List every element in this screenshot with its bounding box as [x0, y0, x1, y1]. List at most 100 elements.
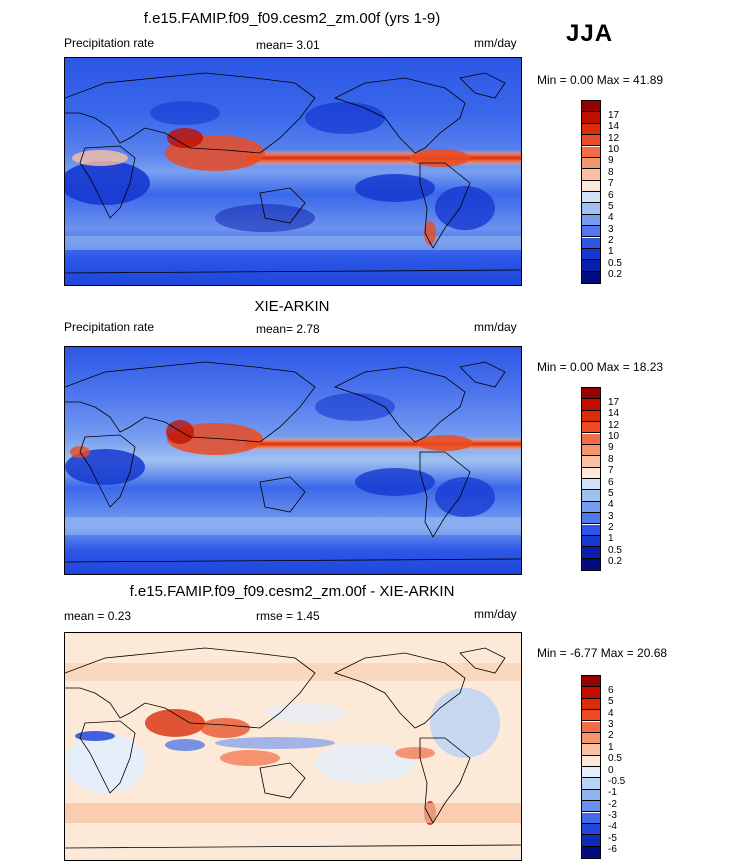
colorbar-swatch: [582, 388, 600, 400]
panel-1-right-label: mm/day: [474, 36, 517, 50]
colorbar-tick-label: 6: [608, 685, 614, 696]
colorbar-tick-label: 3: [608, 224, 614, 235]
panel-2-right-label: mm/day: [474, 320, 517, 334]
colorbar-swatch: [582, 192, 600, 204]
colorbar-swatch: [582, 123, 600, 136]
colorbar-swatch: [582, 835, 600, 847]
colorbar-swatch: [582, 812, 600, 824]
panel-3-map-svg: [65, 633, 521, 860]
colorbar-tick-label: 8: [608, 167, 614, 178]
colorbar-tick-label: 6: [608, 477, 614, 488]
colorbar-swatch: [582, 535, 600, 548]
colorbar-swatch: [582, 260, 600, 272]
colorbar-tick-label: -2: [608, 799, 617, 810]
colorbar-swatch: [582, 801, 600, 813]
panel-1-title: f.e15.FAMIP.f09_f09.cesm2_zm.00f (yrs 1-…: [143, 10, 441, 27]
colorbar-tick-label: 1: [608, 533, 614, 544]
colorbar-swatch: [582, 203, 600, 215]
colorbar-swatch: [582, 710, 600, 722]
panel-2-title: XIE-ARKIN: [254, 298, 330, 315]
colorbar-tick-label: 10: [608, 431, 620, 442]
colorbar-swatch: [582, 433, 600, 445]
colorbar-swatch: [582, 226, 600, 238]
panel-1-left-label: Precipitation rate: [64, 36, 155, 50]
colorbar-tick-label: 4: [608, 499, 614, 510]
colorbar-swatch: [582, 157, 600, 170]
colorbar-tick-label: -0.5: [608, 776, 626, 787]
colorbar-tick-label: 8: [608, 454, 614, 465]
colorbar-tick-label: 5: [608, 201, 614, 212]
colorbar-tick-label: 7: [608, 178, 614, 189]
colorbar-tick-label: 17: [608, 397, 620, 408]
panel-1-colorbar: [581, 100, 601, 284]
colorbar-swatch: [582, 444, 600, 457]
colorbar-tick-label: 9: [608, 155, 614, 166]
colorbar-swatch: [582, 846, 600, 858]
panel-3-right-label: mm/day: [474, 607, 517, 621]
colorbar-tick-label: 1: [608, 246, 614, 257]
colorbar-swatch: [582, 422, 600, 434]
colorbar-tick-label: 14: [608, 408, 620, 419]
colorbar-swatch: [582, 513, 600, 525]
colorbar-swatch: [582, 479, 600, 491]
colorbar-tick-label: 0.5: [608, 545, 622, 556]
panel-3-minmax: Min = -6.77 Max = 20.68: [537, 646, 668, 660]
panel-2-colorbar: [581, 387, 601, 571]
season-label: JJA: [566, 20, 614, 47]
panel-3-center-label: rmse = 1.45: [256, 609, 320, 623]
colorbar-swatch: [582, 721, 600, 733]
colorbar-swatch: [582, 490, 600, 502]
colorbar-tick-label: -3: [608, 810, 617, 821]
colorbar-tick-label: 10: [608, 144, 620, 155]
panel-3-left-label: mean = 0.23: [64, 609, 132, 623]
panel-1-map: [64, 57, 522, 286]
colorbar-tick-label: 2: [608, 522, 614, 533]
colorbar-swatch: [582, 237, 600, 249]
colorbar-tick-label: 7: [608, 465, 614, 476]
colorbar-tick-label: -4: [608, 821, 617, 832]
panel-2-map-svg: [65, 347, 521, 574]
colorbar-tick-label: -1: [608, 787, 617, 798]
colorbar-swatch: [582, 410, 600, 423]
panel-2-minmax: Min = 0.00 Max = 18.23: [537, 360, 664, 374]
colorbar-swatch: [582, 676, 600, 688]
colorbar-tick-label: 12: [608, 420, 620, 431]
colorbar-tick-label: 1: [608, 742, 614, 753]
colorbar-tick-label: 3: [608, 511, 614, 522]
colorbar-tick-label: 9: [608, 442, 614, 453]
colorbar-swatch: [582, 467, 600, 479]
colorbar-swatch: [582, 755, 600, 767]
colorbar-swatch: [582, 823, 600, 836]
colorbar-swatch: [582, 789, 600, 802]
colorbar-swatch: [582, 456, 600, 468]
panel-1-minmax: Min = 0.00 Max = 41.89: [537, 73, 664, 87]
colorbar-tick-label: -6: [608, 844, 617, 855]
panel-3-colorbar: [581, 675, 601, 859]
panel-3-title: f.e15.FAMIP.f09_f09.cesm2_zm.00f - XIE-A…: [129, 583, 455, 600]
colorbar-tick-label: 12: [608, 133, 620, 144]
colorbar-swatch: [582, 169, 600, 181]
colorbar-swatch: [582, 146, 600, 158]
colorbar-tick-label: -5: [608, 833, 617, 844]
colorbar-swatch: [582, 524, 600, 536]
colorbar-tick-label: 5: [608, 488, 614, 499]
colorbar-swatch: [582, 101, 600, 113]
colorbar-tick-label: 4: [608, 708, 614, 719]
colorbar-swatch: [582, 767, 600, 779]
panel-1-center-label: mean= 3.01: [256, 38, 320, 52]
colorbar-swatch: [582, 744, 600, 756]
colorbar-tick-label: 6: [608, 190, 614, 201]
panel-2-map: [64, 346, 522, 575]
panel-3-map: [64, 632, 522, 861]
colorbar-tick-label: 0.5: [608, 753, 622, 764]
panel-1-map-svg: [65, 58, 521, 285]
colorbar-tick-label: 0.5: [608, 258, 622, 269]
colorbar-swatch: [582, 501, 600, 514]
panel-2-left-label: Precipitation rate: [64, 320, 155, 334]
colorbar-swatch: [582, 687, 600, 699]
colorbar-tick-label: 14: [608, 121, 620, 132]
colorbar-swatch: [582, 778, 600, 790]
colorbar-swatch: [582, 558, 600, 570]
colorbar-tick-label: 0.2: [608, 269, 622, 280]
colorbar-swatch: [582, 180, 600, 192]
